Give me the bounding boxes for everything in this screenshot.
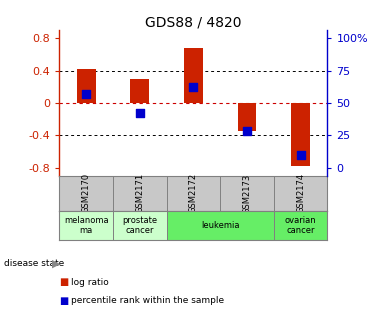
Text: leukemia: leukemia: [201, 221, 239, 230]
Bar: [59, 211, 113, 240]
Text: melanoma
ma: melanoma ma: [64, 216, 108, 236]
Text: ▶: ▶: [52, 259, 60, 269]
Bar: [113, 211, 167, 240]
Point: [83, 91, 89, 96]
Point: [137, 111, 143, 116]
Point: [298, 152, 304, 157]
Text: ovarian
cancer: ovarian cancer: [285, 216, 316, 236]
Bar: [237, 103, 257, 131]
Bar: [77, 69, 96, 103]
Text: prostate
cancer: prostate cancer: [122, 216, 157, 236]
Text: GSM2170: GSM2170: [82, 173, 91, 213]
Point: [190, 85, 196, 90]
Text: ■: ■: [59, 277, 69, 287]
Title: GDS88 / 4820: GDS88 / 4820: [145, 15, 242, 29]
Text: GSM2171: GSM2171: [135, 173, 144, 213]
Text: GSM2174: GSM2174: [296, 173, 305, 213]
Text: disease state: disease state: [4, 259, 64, 268]
Bar: [167, 211, 274, 240]
Bar: [130, 79, 149, 103]
Point: [244, 129, 250, 134]
Text: percentile rank within the sample: percentile rank within the sample: [71, 296, 224, 305]
Bar: [291, 103, 310, 166]
Text: GSM2172: GSM2172: [189, 173, 198, 213]
Bar: [274, 211, 327, 240]
Text: ■: ■: [59, 296, 69, 306]
Text: log ratio: log ratio: [71, 278, 109, 287]
Text: GSM2173: GSM2173: [242, 173, 252, 213]
Bar: [184, 48, 203, 103]
